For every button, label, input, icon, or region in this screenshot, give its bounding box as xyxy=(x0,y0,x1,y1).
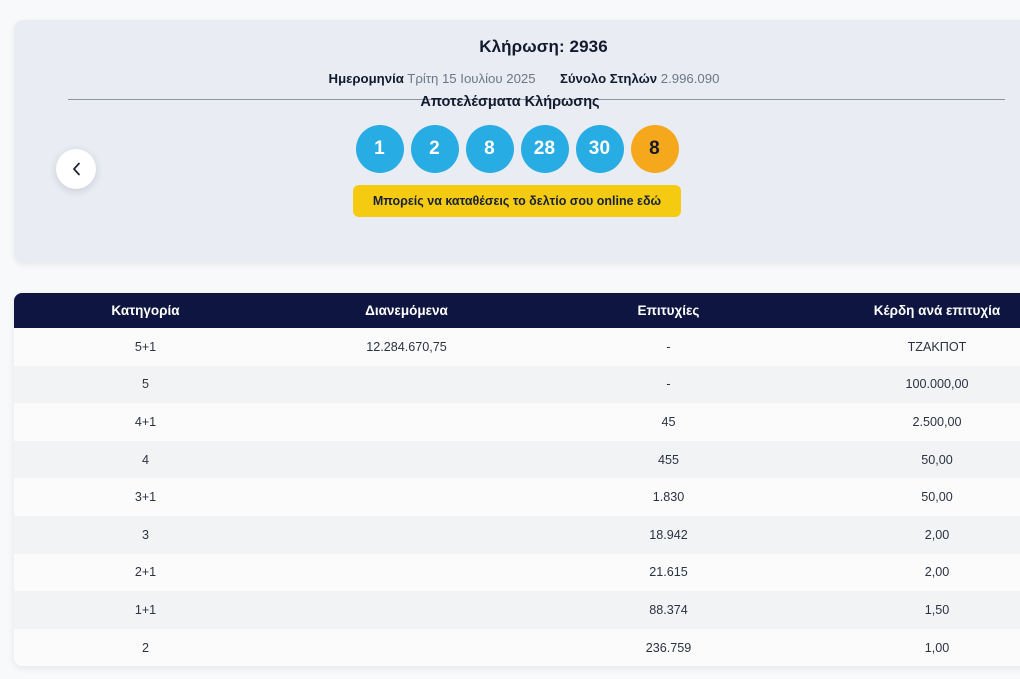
table-row: 3+1 1.830 50,00 xyxy=(14,478,1020,516)
cell-distributed xyxy=(277,628,536,667)
cell-category: 2+1 xyxy=(14,553,277,592)
table-header: Κατηγορία Διανεμόμενα Επιτυχίες Κέρδη αν… xyxy=(14,293,1020,328)
cell-distributed xyxy=(277,440,536,479)
cell-winners: - xyxy=(536,365,801,404)
cell-prize: 1,00 xyxy=(801,628,1020,667)
table-row: 5 - 100.000,00 xyxy=(14,365,1020,404)
number-ball: 2 xyxy=(410,125,459,173)
table-body: 5+1 12.284.670,75 - ΤΖΑΚΠΟΤ 5 - 100.000,… xyxy=(14,328,1020,667)
cell-distributed: 12.284.670,75 xyxy=(277,328,536,366)
table-row: 3 18.942 2,00 xyxy=(14,515,1020,554)
cell-distributed xyxy=(277,515,536,554)
cell-prize: 50,00 xyxy=(801,478,1020,516)
cell-distributed xyxy=(277,591,536,629)
cell-distributed xyxy=(277,553,536,592)
table-row: 5+1 12.284.670,75 - ΤΖΑΚΠΟΤ xyxy=(14,328,1020,366)
cell-prize: ΤΖΑΚΠΟΤ xyxy=(801,328,1020,366)
submit-coupon-online-button[interactable]: Μπορείς να καταθέσεις το δελτίο σου onli… xyxy=(352,185,682,217)
draw-total-label: Σύνολο Στηλών xyxy=(559,71,658,86)
cell-winners: 18.942 xyxy=(536,515,801,554)
table-row: 4 455 50,00 xyxy=(14,440,1020,479)
previous-draw-button[interactable] xyxy=(56,149,96,189)
cell-category: 5+1 xyxy=(14,328,277,366)
cell-category: 3 xyxy=(14,515,277,554)
cell-distributed xyxy=(277,478,536,516)
cell-distributed xyxy=(277,365,536,404)
cell-prize: 50,00 xyxy=(801,440,1020,479)
cell-category: 4+1 xyxy=(14,403,277,441)
number-ball: 28 xyxy=(520,125,569,173)
cell-prize: 2,00 xyxy=(801,515,1020,554)
cell-prize: 100.000,00 xyxy=(801,365,1020,404)
column-header-winners: Επιτυχίες xyxy=(536,293,801,328)
draw-date-label: Ημερομηνία xyxy=(328,71,404,86)
draw-summary-card: Κλήρωση: 2936 Ημερομηνία Τρίτη 15 Ιουλίο… xyxy=(14,20,1020,263)
draw-meta: Ημερομηνία Τρίτη 15 Ιουλίου 2025 Σύνολο … xyxy=(14,71,1020,86)
cell-winners: 1.830 xyxy=(536,478,801,516)
column-header-category: Κατηγορία xyxy=(14,293,277,328)
table-row: 2+1 21.615 2,00 xyxy=(14,553,1020,592)
cta-container: Μπορείς να καταθέσεις το δελτίο σου onli… xyxy=(0,185,1020,217)
cell-winners: 45 xyxy=(536,403,801,441)
winning-numbers: 1 2 8 28 30 8 xyxy=(0,125,1020,173)
table-row: 1+1 88.374 1,50 xyxy=(14,591,1020,629)
prize-table-card: Κατηγορία Διανεμόμενα Επιτυχίες Κέρδη αν… xyxy=(14,293,1020,667)
column-header-prize: Κέρδη ανά επιτυχία xyxy=(801,293,1020,328)
table-row: 4+1 45 2.500,00 xyxy=(14,403,1020,441)
cell-category: 5 xyxy=(14,365,277,404)
cell-category: 4 xyxy=(14,440,277,479)
number-ball: 8 xyxy=(465,125,514,173)
table-header-row: Κατηγορία Διανεμόμενα Επιτυχίες Κέρδη αν… xyxy=(14,293,1020,328)
cell-winners: 21.615 xyxy=(536,553,801,592)
cell-prize: 1,50 xyxy=(801,591,1020,629)
cell-winners: - xyxy=(536,328,801,366)
cell-winners: 236.759 xyxy=(536,628,801,667)
bonus-number-ball: 8 xyxy=(630,125,679,173)
table-row: 2 236.759 1,00 xyxy=(14,628,1020,667)
cell-prize: 2.500,00 xyxy=(801,403,1020,441)
cell-category: 2 xyxy=(14,628,277,667)
cell-winners: 455 xyxy=(536,440,801,479)
chevron-left-icon xyxy=(71,162,82,176)
draw-title: Κλήρωση: 2936 xyxy=(479,37,608,56)
card-divider xyxy=(68,99,1005,100)
draw-date-value: Τρίτη 15 Ιουλίου 2025 xyxy=(407,71,536,86)
cell-winners: 88.374 xyxy=(536,591,801,629)
cell-category: 1+1 xyxy=(14,591,277,629)
results-section-title: Αποτελέσματα Κλήρωσης xyxy=(420,94,600,110)
number-ball: 1 xyxy=(355,125,404,173)
number-ball: 30 xyxy=(575,125,624,173)
cell-distributed xyxy=(277,403,536,441)
column-header-distributed: Διανεμόμενα xyxy=(277,293,536,328)
cell-prize: 2,00 xyxy=(801,553,1020,592)
draw-total-value: 2.996.090 xyxy=(660,71,720,86)
prize-table: Κατηγορία Διανεμόμενα Επιτυχίες Κέρδη αν… xyxy=(14,293,1020,667)
cell-category: 3+1 xyxy=(14,478,277,516)
